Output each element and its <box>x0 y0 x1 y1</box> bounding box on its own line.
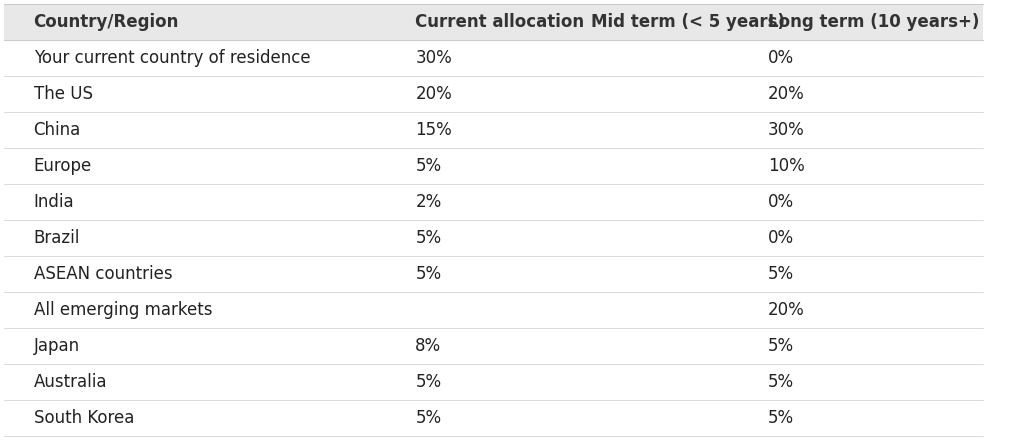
Text: Mid term (< 5 years): Mid term (< 5 years) <box>592 13 785 31</box>
Text: 5%: 5% <box>416 157 441 175</box>
Text: Long term (10 years+): Long term (10 years+) <box>768 13 979 31</box>
Text: South Korea: South Korea <box>34 409 134 427</box>
Text: 8%: 8% <box>416 337 441 355</box>
Text: 15%: 15% <box>416 121 452 139</box>
Text: 5%: 5% <box>768 337 794 355</box>
Text: 20%: 20% <box>416 85 452 103</box>
FancyBboxPatch shape <box>4 364 983 400</box>
Text: 5%: 5% <box>768 265 794 283</box>
Text: Country/Region: Country/Region <box>34 13 179 31</box>
Text: Europe: Europe <box>34 157 92 175</box>
Text: The US: The US <box>34 85 92 103</box>
Text: Current allocation: Current allocation <box>416 13 585 31</box>
FancyBboxPatch shape <box>4 112 983 148</box>
Text: 5%: 5% <box>416 373 441 391</box>
Text: 20%: 20% <box>768 301 805 319</box>
FancyBboxPatch shape <box>4 256 983 292</box>
Text: India: India <box>34 193 74 211</box>
Text: China: China <box>34 121 81 139</box>
FancyBboxPatch shape <box>4 184 983 220</box>
FancyBboxPatch shape <box>4 328 983 364</box>
Text: Your current country of residence: Your current country of residence <box>34 49 310 67</box>
Text: 0%: 0% <box>768 193 794 211</box>
FancyBboxPatch shape <box>4 292 983 328</box>
Text: 5%: 5% <box>416 265 441 283</box>
Text: 5%: 5% <box>768 373 794 391</box>
Text: 30%: 30% <box>768 121 805 139</box>
FancyBboxPatch shape <box>4 4 983 40</box>
Text: 5%: 5% <box>768 409 794 427</box>
Text: All emerging markets: All emerging markets <box>34 301 212 319</box>
FancyBboxPatch shape <box>4 148 983 184</box>
Text: ASEAN countries: ASEAN countries <box>34 265 172 283</box>
Text: Australia: Australia <box>34 373 108 391</box>
Text: 10%: 10% <box>768 157 805 175</box>
Text: 30%: 30% <box>416 49 452 67</box>
Text: 0%: 0% <box>768 49 794 67</box>
FancyBboxPatch shape <box>4 220 983 256</box>
Text: 20%: 20% <box>768 85 805 103</box>
FancyBboxPatch shape <box>4 40 983 76</box>
Text: 2%: 2% <box>416 193 441 211</box>
Text: Brazil: Brazil <box>34 229 80 247</box>
Text: 5%: 5% <box>416 409 441 427</box>
Text: 0%: 0% <box>768 229 794 247</box>
Text: 5%: 5% <box>416 229 441 247</box>
Text: Japan: Japan <box>34 337 80 355</box>
FancyBboxPatch shape <box>4 76 983 112</box>
FancyBboxPatch shape <box>4 400 983 436</box>
